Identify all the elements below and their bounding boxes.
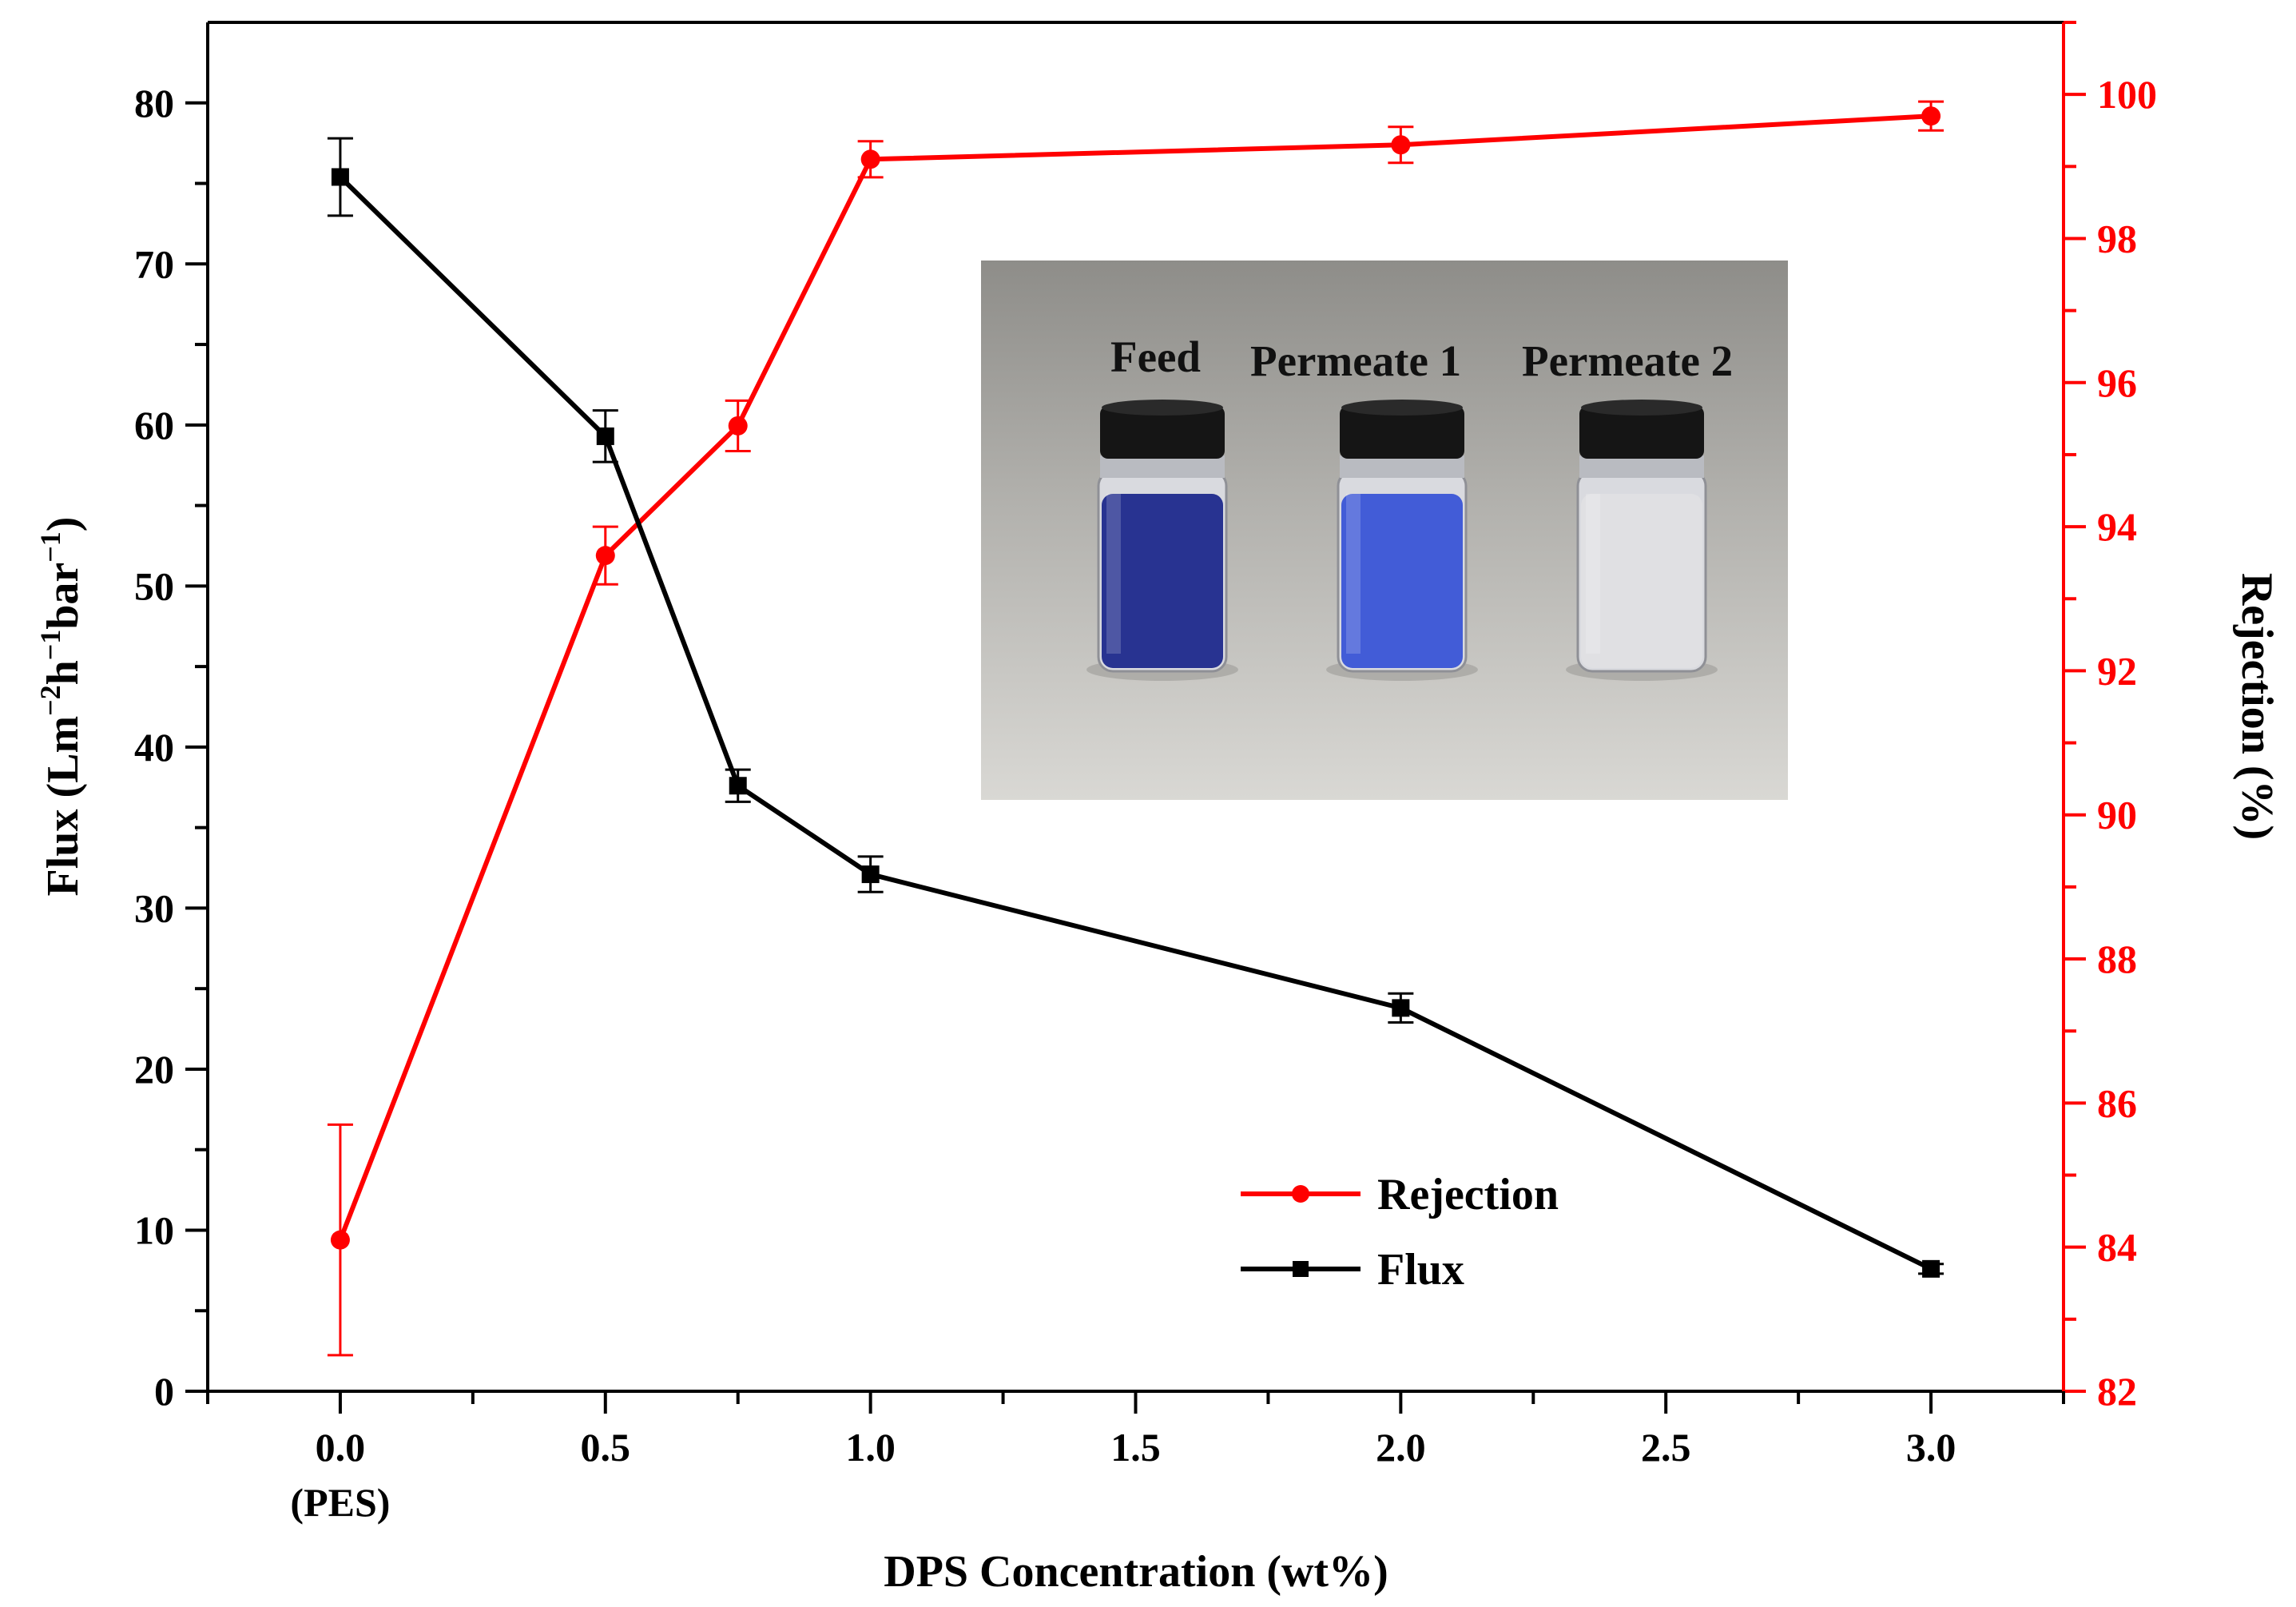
right-axis-title: Rejection (%) xyxy=(2232,573,2282,840)
left-tick-label-80: 80 xyxy=(134,81,174,125)
rejection-point xyxy=(728,416,748,436)
flux-point xyxy=(596,427,614,445)
left-tick-label-10: 10 xyxy=(134,1207,174,1252)
rejection-point xyxy=(1391,135,1411,155)
left-tick-label-0: 0 xyxy=(154,1369,174,1414)
x-tick-label-2.0: 2.0 xyxy=(1376,1425,1426,1470)
right-axis-ticks: 82 84 86 88 90 92 94 96 98 100 xyxy=(2064,21,2157,1414)
left-axis-title-part-4: ) xyxy=(38,517,88,532)
flux-point xyxy=(861,865,880,884)
vial-2-cap xyxy=(1340,406,1464,459)
left-tick-label-50: 50 xyxy=(134,563,174,608)
x-tick-sublabel-pes: (PES) xyxy=(290,1480,390,1525)
flux-point xyxy=(729,777,747,795)
vial-3-neck xyxy=(1579,455,1704,478)
right-tick-label-86: 86 xyxy=(2097,1080,2137,1125)
flux-line xyxy=(338,175,1933,1271)
left-axis-title-sup-3: −1 xyxy=(34,531,66,563)
x-tick-label-0.0: 0.0 xyxy=(316,1425,366,1470)
inset-photo: Feed Permeate 1 Permeate 2 xyxy=(981,261,1788,800)
left-axis-title-part-1: Flux (Lm xyxy=(38,716,88,897)
rejection-point xyxy=(1921,106,1941,126)
vial-label-feed: Feed xyxy=(1110,332,1201,381)
vial-1-liquid xyxy=(1102,494,1223,668)
flux-point xyxy=(331,168,349,186)
left-axis-ticks: 0 10 20 30 40 50 60 70 80 xyxy=(134,81,208,1414)
flux-point xyxy=(1922,1259,1940,1278)
vial-3-highlight xyxy=(1586,494,1600,654)
x-tick-label-2.5: 2.5 xyxy=(1641,1425,1691,1470)
x-tick-label-0.5: 0.5 xyxy=(581,1425,631,1470)
flux-point xyxy=(1392,999,1410,1017)
right-tick-label-88: 88 xyxy=(2097,937,2137,981)
vial-group xyxy=(1086,400,1718,681)
vial-label-permeate-1: Permeate 1 xyxy=(1250,336,1461,385)
right-tick-label-94: 94 xyxy=(2097,504,2137,549)
rejection-point xyxy=(330,1230,350,1250)
vial-2-cap-top xyxy=(1341,400,1463,416)
legend: Rejection Flux xyxy=(1241,1170,1559,1295)
left-tick-label-30: 30 xyxy=(134,885,174,930)
legend-flux-marker xyxy=(1293,1261,1309,1277)
right-tick-label-90: 90 xyxy=(2097,793,2137,837)
rejection-point xyxy=(595,546,615,566)
left-axis-title-sup-1: −2 xyxy=(34,685,66,716)
series-rejection xyxy=(327,100,1944,1357)
vial-3-liquid xyxy=(1581,494,1702,668)
vial-2-neck xyxy=(1340,455,1464,478)
legend-rejection-marker xyxy=(1292,1185,1309,1203)
right-tick-label-82: 82 xyxy=(2097,1369,2137,1414)
x-tick-label-3.0: 3.0 xyxy=(1906,1425,1956,1470)
vial-1-cap xyxy=(1100,406,1225,459)
x-axis-title: DPS Concentration (wt%) xyxy=(884,1547,1388,1597)
right-tick-label-98: 98 xyxy=(2097,216,2137,261)
vial-3-cap xyxy=(1579,406,1704,459)
right-tick-label-92: 92 xyxy=(2097,648,2137,693)
legend-rejection-label: Rejection xyxy=(1377,1170,1559,1219)
left-axis-title-sup-2: −1 xyxy=(34,630,66,661)
legend-flux-label: Flux xyxy=(1377,1245,1464,1295)
right-tick-label-100: 100 xyxy=(2097,72,2157,117)
left-tick-label-70: 70 xyxy=(134,241,174,286)
rejection-point xyxy=(860,149,880,169)
left-axis-title-part-2: h xyxy=(38,660,88,685)
vial-3-cap-top xyxy=(1581,400,1702,416)
left-tick-label-20: 20 xyxy=(134,1047,174,1092)
vial-1-neck xyxy=(1100,455,1225,478)
vial-1-highlight xyxy=(1106,494,1121,654)
x-tick-label-1.5: 1.5 xyxy=(1110,1425,1161,1470)
left-axis-title: Flux (Lm−2h−1bar−1) xyxy=(34,517,88,897)
x-axis-ticks: 0.0 0.5 1.0 1.5 2.0 2.5 3.0 xyxy=(206,1391,2065,1470)
left-axis-title-part-3: bar xyxy=(38,563,88,630)
x-tick-label-1.0: 1.0 xyxy=(845,1425,896,1470)
right-tick-label-84: 84 xyxy=(2097,1225,2137,1270)
vial-label-permeate-2: Permeate 2 xyxy=(1522,336,1733,385)
rejection-line xyxy=(338,113,1932,1241)
series-flux xyxy=(327,137,1944,1278)
right-tick-label-96: 96 xyxy=(2097,360,2137,405)
vial-2-liquid xyxy=(1341,494,1463,668)
vial-2-highlight xyxy=(1346,494,1361,654)
vial-1-cap-top xyxy=(1102,400,1223,416)
left-tick-label-40: 40 xyxy=(134,725,174,770)
left-tick-label-60: 60 xyxy=(134,403,174,447)
